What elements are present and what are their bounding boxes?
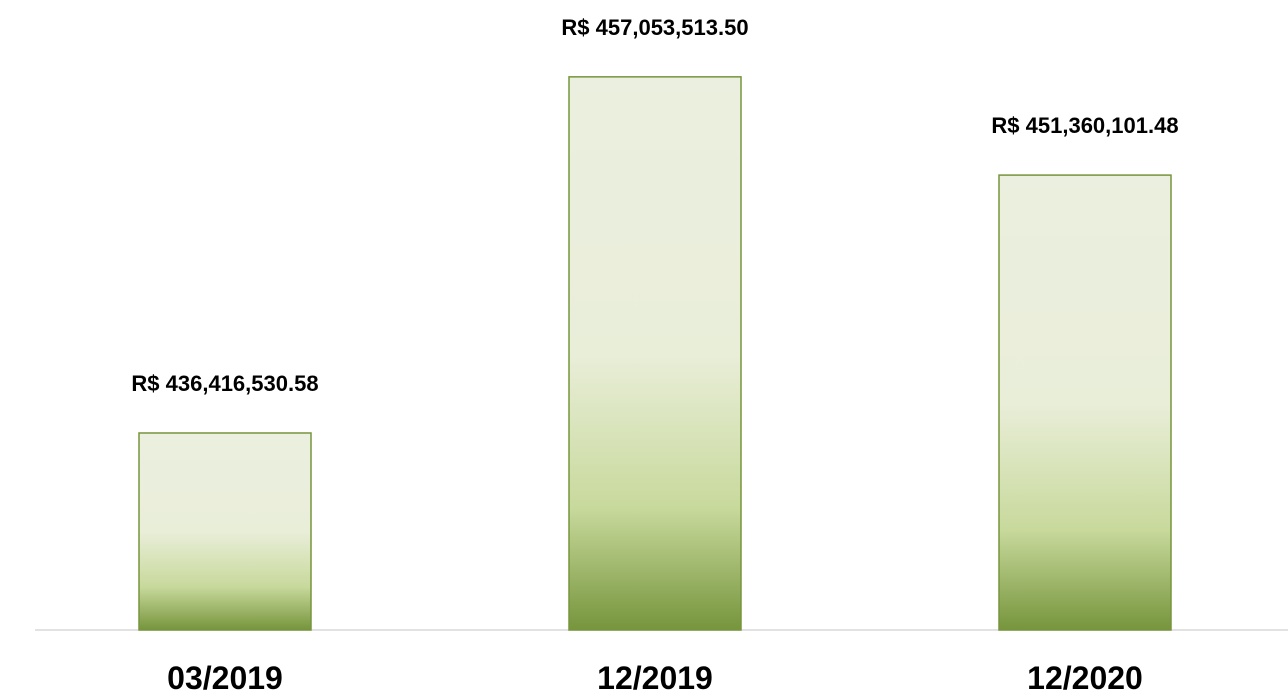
- x-tick-label: 12/2020: [1027, 660, 1143, 696]
- bar: [998, 174, 1172, 631]
- value-label: R$ 436,416,530.58: [131, 371, 318, 396]
- value-label: R$ 451,360,101.48: [991, 113, 1178, 138]
- bar: [568, 76, 742, 631]
- x-tick-label: 12/2019: [597, 660, 713, 696]
- bar: [138, 432, 312, 631]
- x-tick-label: 03/2019: [167, 660, 283, 696]
- value-label: R$ 457,053,513.50: [561, 15, 748, 40]
